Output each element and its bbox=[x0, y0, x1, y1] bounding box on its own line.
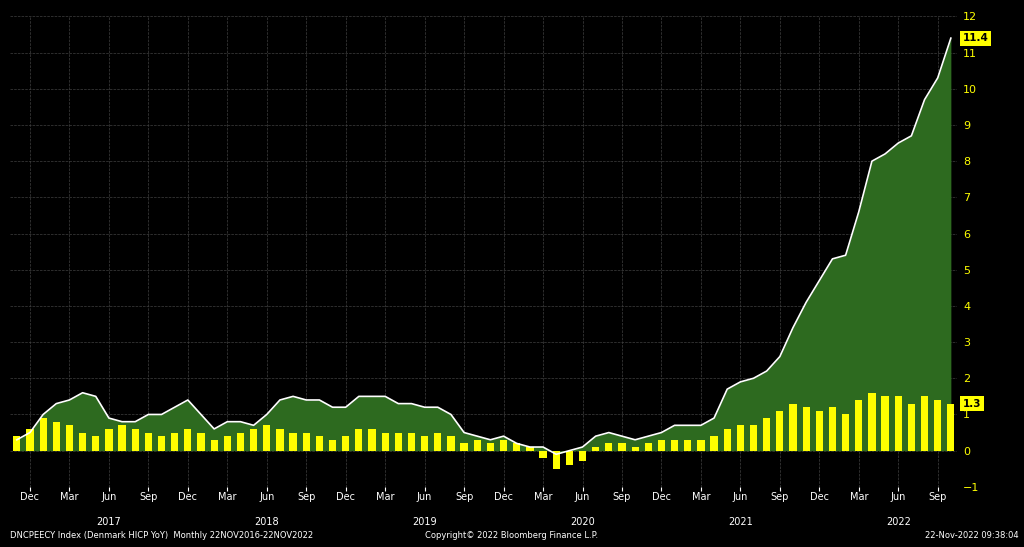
Bar bbox=[329, 440, 336, 451]
Text: 2021: 2021 bbox=[728, 517, 753, 527]
Bar bbox=[250, 429, 257, 451]
Bar bbox=[447, 436, 455, 451]
Bar bbox=[921, 397, 928, 451]
Text: 2019: 2019 bbox=[413, 517, 437, 527]
Bar bbox=[342, 436, 349, 451]
Bar bbox=[868, 393, 876, 451]
Bar bbox=[816, 411, 823, 451]
Bar bbox=[486, 444, 494, 451]
Bar bbox=[540, 451, 547, 458]
Text: 22-Nov-2022 09:38:04: 22-Nov-2022 09:38:04 bbox=[926, 532, 1019, 540]
Bar bbox=[211, 440, 218, 451]
Bar bbox=[382, 433, 389, 451]
Bar bbox=[592, 447, 599, 451]
Bar bbox=[223, 436, 231, 451]
Bar bbox=[908, 404, 915, 451]
Bar bbox=[500, 440, 507, 451]
Text: 1.3: 1.3 bbox=[963, 399, 981, 409]
Bar bbox=[618, 444, 626, 451]
Bar bbox=[553, 451, 560, 469]
Bar bbox=[290, 433, 297, 451]
Bar bbox=[776, 411, 783, 451]
Bar bbox=[315, 436, 323, 451]
Bar bbox=[92, 436, 99, 451]
Text: 2017: 2017 bbox=[96, 517, 121, 527]
Text: 2020: 2020 bbox=[570, 517, 595, 527]
Bar bbox=[132, 429, 139, 451]
Bar bbox=[263, 426, 270, 451]
Bar bbox=[855, 400, 862, 451]
Bar bbox=[842, 415, 849, 451]
Bar bbox=[579, 451, 586, 462]
Bar bbox=[105, 429, 113, 451]
Bar bbox=[605, 444, 612, 451]
Bar bbox=[513, 444, 520, 451]
Bar bbox=[434, 433, 441, 451]
Bar bbox=[711, 436, 718, 451]
Bar bbox=[697, 440, 705, 451]
Bar bbox=[684, 440, 691, 451]
Bar bbox=[237, 433, 244, 451]
Bar bbox=[198, 433, 205, 451]
Bar bbox=[645, 444, 652, 451]
Bar bbox=[119, 426, 126, 451]
Bar bbox=[52, 422, 59, 451]
Bar bbox=[303, 433, 310, 451]
Bar bbox=[526, 447, 534, 451]
Bar bbox=[13, 436, 20, 451]
Bar bbox=[421, 436, 428, 451]
Bar bbox=[369, 429, 376, 451]
Text: 11.4: 11.4 bbox=[963, 33, 989, 43]
Bar bbox=[355, 429, 362, 451]
Bar bbox=[565, 451, 573, 465]
Bar bbox=[171, 433, 178, 451]
Bar bbox=[882, 397, 889, 451]
Bar bbox=[657, 440, 665, 451]
Bar bbox=[895, 397, 902, 451]
Bar bbox=[736, 426, 744, 451]
Text: DNCPEECY Index (Denmark HICP YoY)  Monthly 22NOV2016-22NOV2022: DNCPEECY Index (Denmark HICP YoY) Monthl… bbox=[10, 532, 313, 540]
Bar bbox=[144, 433, 152, 451]
Bar bbox=[803, 407, 810, 451]
Bar bbox=[66, 426, 73, 451]
Bar bbox=[947, 404, 954, 451]
Bar bbox=[724, 429, 731, 451]
Bar bbox=[276, 429, 284, 451]
Bar bbox=[632, 447, 639, 451]
Bar bbox=[184, 429, 191, 451]
Bar bbox=[828, 407, 836, 451]
Bar bbox=[790, 404, 797, 451]
Bar bbox=[461, 444, 468, 451]
Text: 2022: 2022 bbox=[886, 517, 910, 527]
Bar bbox=[408, 433, 415, 451]
Bar bbox=[763, 418, 770, 451]
Bar bbox=[40, 418, 47, 451]
Text: Copyright© 2022 Bloomberg Finance L.P.: Copyright© 2022 Bloomberg Finance L.P. bbox=[425, 532, 599, 540]
Bar bbox=[27, 429, 34, 451]
Bar bbox=[79, 433, 86, 451]
Bar bbox=[671, 440, 678, 451]
Bar bbox=[750, 426, 757, 451]
Bar bbox=[474, 440, 481, 451]
Text: 2018: 2018 bbox=[254, 517, 280, 527]
Bar bbox=[394, 433, 402, 451]
Bar bbox=[158, 436, 165, 451]
Bar bbox=[934, 400, 941, 451]
